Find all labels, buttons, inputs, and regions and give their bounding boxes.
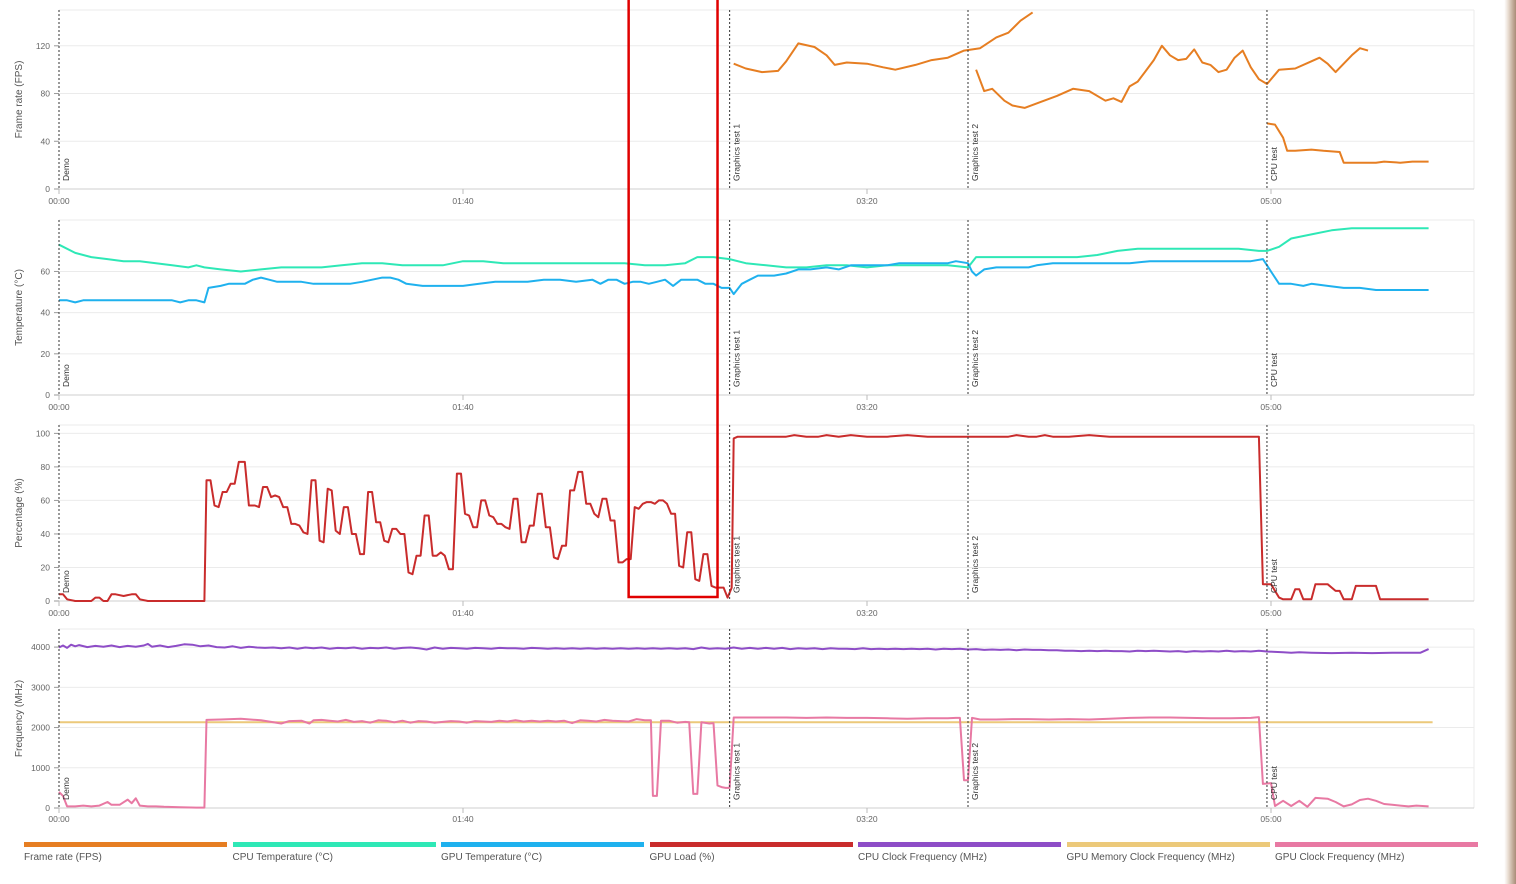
y-tick-label: 2000 xyxy=(31,723,50,733)
legend-label: GPU Memory Clock Frequency (MHz) xyxy=(1066,852,1235,863)
x-tick-label: 01:40 xyxy=(452,196,474,206)
legend-swatch xyxy=(1066,842,1270,847)
panel-1: 0 40 80 120 00:00 01:40 03:20 05:00 Frame rate (… xyxy=(14,9,1475,206)
y-tick-label: 80 xyxy=(41,89,51,99)
legend-item[interactable]: GPU Load (%) xyxy=(649,838,855,878)
test-marker-label: Graphics test 1 xyxy=(732,536,742,593)
legend-label: Frame rate (FPS) xyxy=(24,852,102,863)
series-line xyxy=(58,716,1429,809)
y-axis-label: Percentage (%) xyxy=(14,478,25,547)
legend-item[interactable]: GPU Clock Frequency (MHz) xyxy=(1275,838,1480,878)
x-tick-label: 05:00 xyxy=(1260,402,1282,412)
y-tick-label: 1000 xyxy=(31,763,50,773)
y-tick-label: 120 xyxy=(36,41,50,51)
test-marker-label: Graphics test 2 xyxy=(970,124,980,181)
y-tick-label: 3000 xyxy=(31,682,50,692)
series-line xyxy=(58,642,1430,655)
legend-swatch xyxy=(441,842,644,847)
y-axis-label: Frequency (MHz) xyxy=(14,680,25,757)
x-tick-label: 05:00 xyxy=(1260,196,1282,206)
y-tick-label: 60 xyxy=(41,266,51,276)
x-tick-label: 01:40 xyxy=(452,402,474,412)
x-tick-label: 00:00 xyxy=(48,608,70,618)
test-marker-label: Graphics test 2 xyxy=(970,330,980,387)
series-line xyxy=(975,44,1369,109)
test-marker-label: Graphics test 2 xyxy=(970,536,980,593)
y-tick-label: 0 xyxy=(45,596,50,606)
test-marker-label: CPU test xyxy=(1269,765,1279,800)
y-tick-label: 100 xyxy=(36,428,50,438)
y-tick-label: 20 xyxy=(41,562,51,572)
legend-swatch xyxy=(1275,842,1478,847)
x-tick-label: 00:00 xyxy=(48,196,70,206)
series-line xyxy=(733,11,1034,74)
x-tick-label: 05:00 xyxy=(1260,608,1282,618)
test-marker-label: CPU test xyxy=(1269,352,1279,387)
test-marker-label: Graphics test 1 xyxy=(732,124,742,181)
y-tick-label: 0 xyxy=(45,390,50,400)
background-edge xyxy=(1490,0,1516,884)
y-tick-label: 40 xyxy=(41,308,51,318)
test-marker-label: Demo xyxy=(61,158,71,181)
legend-swatch xyxy=(858,842,1061,847)
x-tick-label: 01:40 xyxy=(452,608,474,618)
legend-label: CPU Temperature (°C) xyxy=(232,852,334,863)
x-tick-label: 00:00 xyxy=(48,402,70,412)
x-tick-label: 03:20 xyxy=(856,608,878,618)
chart-legend: Frame rate (FPS) CPU Temperature (°C) GPU … xyxy=(0,838,1490,878)
x-tick-label: 05:00 xyxy=(1260,814,1282,824)
test-marker-label: Graphics test 1 xyxy=(732,330,742,387)
legend-item[interactable]: Frame rate (FPS) xyxy=(24,838,229,878)
y-tick-label: 0 xyxy=(45,184,50,194)
panel-2: 0 20 40 60 00:00 01:40 03:20 05:00 Temperature (… xyxy=(14,219,1475,412)
series-line xyxy=(1266,122,1429,164)
panel-4: 0 1000 2000 3000 4000 00:00 01:40 03:20 05:00 Fre… xyxy=(14,628,1475,824)
legend-label: GPU Load (%) xyxy=(649,852,715,863)
test-marker-label: Graphics test 2 xyxy=(970,743,980,800)
legend-label: CPU Clock Frequency (MHz) xyxy=(858,852,987,863)
y-tick-label: 20 xyxy=(41,349,51,359)
y-tick-label: 0 xyxy=(45,803,50,813)
legend-item[interactable]: GPU Temperature (°C) xyxy=(441,838,646,878)
y-tick-label: 4000 xyxy=(31,642,50,652)
x-tick-label: 03:20 xyxy=(856,814,878,824)
test-marker-label: Demo xyxy=(61,364,71,387)
legend-swatch xyxy=(649,842,853,847)
x-tick-label: 03:20 xyxy=(856,402,878,412)
series-line xyxy=(58,227,1429,273)
test-marker-label: Demo xyxy=(61,777,71,800)
test-marker-label: Demo xyxy=(61,570,71,593)
chart-panels: 0 40 80 120 00:00 01:40 03:20 05:00 Frame rate (… xyxy=(14,0,1475,824)
highlight-box xyxy=(627,0,719,599)
series-line xyxy=(59,258,1429,304)
test-marker-label: CPU test xyxy=(1269,146,1279,181)
y-tick-label: 60 xyxy=(41,495,51,505)
y-tick-label: 40 xyxy=(41,529,51,539)
y-axis-label: Temperature (°C) xyxy=(14,269,25,346)
legend-item[interactable]: CPU Clock Frequency (MHz) xyxy=(858,838,1063,878)
legend-label: GPU Clock Frequency (MHz) xyxy=(1275,852,1405,863)
legend-label: GPU Temperature (°C) xyxy=(441,852,543,863)
legend-swatch xyxy=(24,842,227,847)
legend-swatch xyxy=(232,842,436,847)
test-marker-label: Graphics test 1 xyxy=(732,743,742,800)
test-marker-label: CPU test xyxy=(1269,558,1279,593)
y-tick-label: 40 xyxy=(41,136,51,146)
series-line xyxy=(59,434,1429,602)
x-tick-label: 01:40 xyxy=(452,814,474,824)
x-tick-label: 00:00 xyxy=(48,814,70,824)
x-tick-label: 03:20 xyxy=(856,196,878,206)
y-tick-label: 80 xyxy=(41,462,51,472)
panel-3: 0 20 40 60 80 100 00:00 01:40 03:20 05:00 Percenta… xyxy=(14,0,1475,618)
y-axis-label: Frame rate (FPS) xyxy=(14,61,25,139)
legend-item[interactable]: GPU Memory Clock Frequency (MHz) xyxy=(1066,838,1272,878)
legend-item[interactable]: CPU Temperature (°C) xyxy=(232,838,438,878)
